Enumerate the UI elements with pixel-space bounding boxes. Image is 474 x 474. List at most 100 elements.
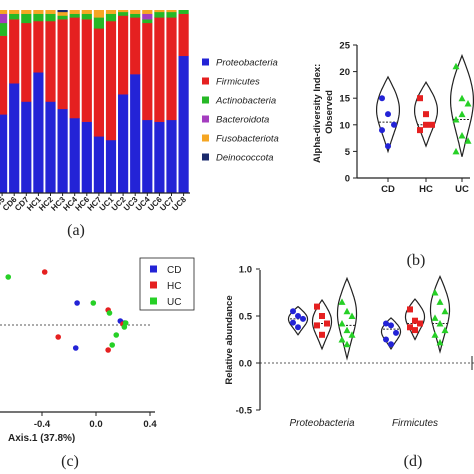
panel-d-point-proteobacteria-uc <box>348 331 356 338</box>
panel-b-violin-uc <box>450 53 474 157</box>
panel-d-point-proteobacteria-uc <box>338 320 346 327</box>
panel-b-y-axis-label: Alpha-diversity Index: Observed <box>312 61 335 163</box>
panel-b-y-ticks: 0 5 10 15 20 25 <box>339 41 357 185</box>
panel-c-legend-swatch-hc <box>150 281 157 289</box>
panel-c-point-hc <box>55 334 61 340</box>
bar-uc7-firmicutes <box>166 17 177 121</box>
bar-hc3-proteobacteria <box>57 108 68 194</box>
bar-cd5-proteobacteria <box>0 114 8 194</box>
panel-b-point-uc <box>458 131 466 139</box>
panel-b-point-uc <box>452 62 460 70</box>
panel-d-point-proteobacteria-cd <box>300 315 306 322</box>
bar-hc4-proteobacteria <box>69 117 80 194</box>
bar-hc1-actinobacteria <box>33 13 44 22</box>
panel-d-point-proteobacteria-uc <box>338 336 346 343</box>
panel-d-y-tick-label-1-0: 1.0 <box>239 265 252 276</box>
panel-d-point-firmicutes-uc <box>431 289 439 296</box>
bar-hc2-proteobacteria <box>45 101 56 194</box>
panel-d-point-firmicutes-hc <box>417 320 423 327</box>
legend-label-deinococcota: Deinococcota <box>216 153 274 164</box>
panel-c-legend-label-hc: HC <box>167 281 181 292</box>
panel-c-point-uc <box>113 332 120 338</box>
bar-hc2-actinobacteria <box>45 13 56 22</box>
panel-d-point-proteobacteria-cd <box>295 313 301 319</box>
panel-d-point-proteobacteria-uc <box>343 326 351 334</box>
panel-c-point-uc <box>109 342 115 348</box>
bar-uc6-actinobacteria <box>154 11 165 18</box>
panel-b-y-tick-label-0: 0 <box>345 174 350 185</box>
panel-d-point-proteobacteria-uc <box>348 312 356 319</box>
panel-c-x-tick-label--0-4: -0.4 <box>34 419 51 430</box>
bar-hc4-actinobacteria <box>69 13 80 18</box>
panel-d-point-firmicutes-uc <box>441 307 449 315</box>
panel-c-ordination-scatter: -0.4 0.0 0.4 CD HC UC Axis.1 (37.8%) (c) <box>0 257 195 470</box>
panel-a-bars <box>0 10 189 194</box>
panel-c-legend-swatch-cd <box>150 265 157 273</box>
panel-b-point-uc <box>452 115 460 123</box>
panel-d-x-label-firmicutes: Firmicutes <box>392 418 438 429</box>
bar-uc6-firmicutes <box>154 17 165 122</box>
panel-d-point-proteobacteria-hc <box>314 303 320 310</box>
panel-b-point-cd <box>385 143 391 150</box>
panel-d-y-axis-label: Relative abundance <box>224 295 235 384</box>
panel-b-point-cd <box>379 95 385 102</box>
bar-uc2-actinobacteria <box>118 11 129 16</box>
panel-b-point-hc <box>429 121 435 128</box>
panel-d-violins <box>287 275 451 361</box>
bar-hc3-firmicutes <box>57 19 68 110</box>
panel-d-point-firmicutes-uc <box>431 314 439 321</box>
panel-c-legend-box <box>139 257 195 311</box>
legend-swatch-deinococcota <box>202 153 209 161</box>
panel-label-c: (c) <box>61 453 79 470</box>
panel-d-violin-firmicutes-uc <box>429 275 451 354</box>
panel-d-point-firmicutes-cd <box>388 341 394 348</box>
panel-b-point-uc <box>458 94 466 102</box>
panel-b-y-tick-label-15: 15 <box>339 94 350 105</box>
legend-swatch-proteobacteria <box>202 58 209 66</box>
panel-b-y-tick-label-10: 10 <box>339 120 350 131</box>
panel-c-legend-label-uc: UC <box>167 297 181 308</box>
panel-b-y-tick-label-25: 25 <box>339 41 350 52</box>
panel-d-point-proteobacteria-uc <box>338 298 346 305</box>
panel-a-stacked-bar-chart: CD5CD6CD7HC1HC2HC3HC4HC6HC7UC1UC2UC3UC4U… <box>0 10 279 239</box>
panel-c-x-tick-label-0-4: 0.4 <box>143 419 157 430</box>
bar-hc4-fusobacteriota <box>69 10 80 14</box>
panel-c-legend-label-cd: CD <box>167 265 181 276</box>
bar-hc7-actinobacteria <box>93 17 104 29</box>
panel-a-tick-label-uc8: UC8 <box>170 195 188 213</box>
panel-c-x-axis-label: Axis.1 (37.8%) <box>8 433 75 444</box>
panel-c-point-cd <box>72 345 79 351</box>
panel-d-point-proteobacteria-cd <box>295 324 301 331</box>
bar-hc2-fusobacteriota <box>45 10 56 14</box>
panel-b-point-uc <box>464 100 472 107</box>
panel-b-violin-plot: 0 5 10 15 20 25 CD HC UC Alpha-diversity Index:… <box>312 41 474 269</box>
bar-uc4-proteobacteria <box>142 119 153 194</box>
legend-swatch-firmicutes <box>202 77 209 85</box>
panel-b-y-tick-label-20: 20 <box>339 67 350 78</box>
bar-uc2-proteobacteria <box>118 94 129 194</box>
panel-d-point-proteobacteria-hc <box>314 322 320 329</box>
panel-b-violin-cd <box>376 75 400 154</box>
panel-c-legend-swatch-uc <box>150 297 157 305</box>
panel-d-point-proteobacteria-cd <box>290 308 296 315</box>
panel-label-a: (a) <box>67 222 85 239</box>
panel-b-x-tick-labels: CD HC UC <box>381 178 469 195</box>
bar-uc1-proteobacteria <box>105 139 117 194</box>
panel-d-point-firmicutes-cd <box>393 329 399 336</box>
panel-c-legend: CD HC UC <box>150 265 181 308</box>
panel-a-tick-label-cd5: CD5 <box>0 195 7 213</box>
legend-swatch-actinobacteria <box>202 96 209 104</box>
bar-uc1-actinobacteria <box>105 13 117 22</box>
bar-hc2-firmicutes <box>45 20 56 102</box>
bar-uc3-proteobacteria <box>130 74 141 194</box>
bar-uc4-bacteroidota <box>142 13 153 20</box>
panel-a-legend: Proteobacteria Firmicutes Actinobacteria Ba… <box>202 58 279 164</box>
panel-d-point-proteobacteria-hc <box>324 320 330 327</box>
panel-b-x-label-uc: UC <box>455 184 469 195</box>
bar-hc6-actinobacteria <box>81 13 92 20</box>
bar-uc1-fusobacteriota <box>105 10 117 14</box>
bar-hc6-fusobacteriota <box>81 10 92 14</box>
panel-d-y-tick-label-0-5: 0.5 <box>239 312 253 323</box>
bar-uc3-firmicutes <box>130 17 141 75</box>
